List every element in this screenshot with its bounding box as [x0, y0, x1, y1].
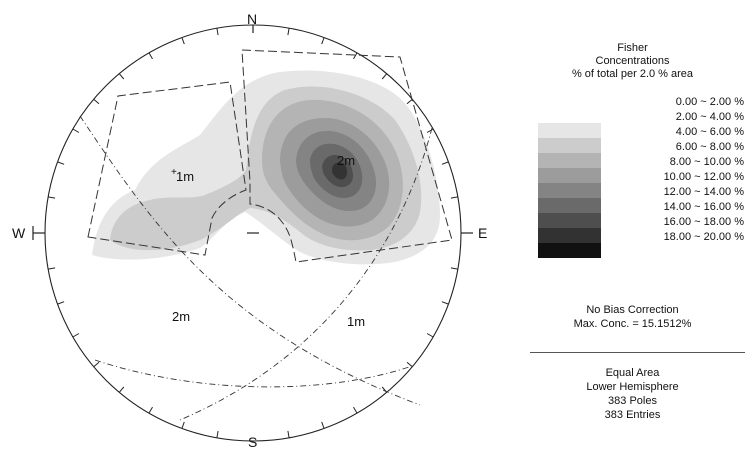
plane-1m-label: 1m — [347, 314, 365, 329]
great-circle-2m — [79, 115, 421, 406]
cluster-1m-marker: + — [171, 167, 177, 178]
legend-swatch-6 — [538, 198, 601, 213]
window-outlines — [87, 49, 453, 263]
legend-title-line-3: % of total per 2.0 % area — [571, 68, 694, 80]
legend-range-3: 6.00 ~ 8.00 % — [675, 141, 744, 153]
azimuth-tick-30 — [353, 52, 358, 60]
azimuth-tick-10 — [287, 28, 290, 36]
azimuth-tick-350 — [216, 28, 219, 36]
north-label: N — [247, 11, 257, 27]
east-label: E — [478, 225, 487, 241]
legend-divider — [530, 352, 745, 353]
azimuth-tick-210 — [148, 406, 153, 414]
legend-title-line-1: Fisher — [617, 42, 648, 54]
window-1m — [87, 81, 247, 256]
azimuth-tick-100 — [450, 267, 458, 270]
legend-title-line-2: Concentrations — [595, 55, 670, 67]
azimuth-tick-200 — [181, 421, 185, 429]
legend-swatch-1 — [538, 123, 601, 138]
azimuth-tick-290 — [57, 161, 65, 165]
legend-range-8: 16.00 ~ 18.00 % — [663, 216, 744, 228]
legend-range-5: 10.00 ~ 12.00 % — [663, 171, 744, 183]
azimuth-tick-40 — [381, 73, 388, 80]
max-concentration: Max. Conc. = 15.1512% — [573, 318, 692, 330]
azimuth-tick-80 — [450, 196, 458, 199]
south-label: S — [248, 434, 257, 449]
great-circle-lower — [94, 359, 416, 388]
legend-swatch-3 — [538, 153, 601, 168]
azimuth-tick-250 — [57, 301, 65, 305]
legend-range-9: 18.00 ~ 20.00 % — [663, 231, 744, 243]
contour-layer — [92, 70, 440, 265]
azimuth-tick-340 — [181, 37, 185, 45]
legend-swatch-2 — [538, 138, 601, 153]
projection-type: Equal Area — [605, 367, 660, 379]
legend-range-4: 8.00 ~ 10.00 % — [669, 156, 744, 168]
azimuth-tick-310 — [93, 98, 100, 105]
cluster-1m-label: 1m — [176, 169, 194, 184]
legend-title: Fisher Concentrations % of total per 2.0… — [520, 42, 745, 81]
azimuth-tick-20 — [321, 37, 325, 45]
legend-swatch-9 — [538, 243, 601, 258]
legend-range-1: 2.00 ~ 4.00 % — [675, 111, 744, 123]
legend-swatch-0 — [538, 108, 601, 123]
azimuth-tick-60 — [426, 128, 434, 133]
azimuth-tick-330 — [148, 52, 153, 60]
great-circle-1m — [179, 127, 433, 421]
contour-peak — [332, 162, 347, 180]
plane-2m-label: 2m — [172, 309, 190, 324]
legend-range-7: 14.00 ~ 16.00 % — [663, 201, 744, 213]
azimuth-tick-70 — [441, 161, 449, 165]
legend-range-6: 12.00 ~ 14.00 % — [663, 186, 744, 198]
west-label: W — [12, 225, 26, 241]
legend-swatch-4 — [538, 168, 601, 183]
bias-note: No Bias Correction — [586, 304, 679, 316]
azimuth-tick-50 — [406, 98, 413, 105]
legend-range-2: 4.00 ~ 6.00 % — [675, 126, 744, 138]
azimuth-tick-240 — [72, 333, 80, 338]
azimuth-tick-170 — [287, 430, 290, 438]
azimuth-tick-300 — [72, 128, 80, 133]
azimuth-tick-190 — [216, 430, 219, 438]
stereonet-plot: N S E W + 1m 2m 2m 1m — [12, 11, 487, 449]
azimuth-tick-260 — [48, 267, 56, 270]
hemisphere: Lower Hemisphere — [586, 381, 679, 393]
legend-swatch-7 — [538, 213, 601, 228]
azimuth-tick-230 — [93, 361, 100, 368]
legend-swatch-5 — [538, 183, 601, 198]
azimuth-tick-150 — [353, 406, 358, 414]
azimuth-tick-280 — [48, 196, 56, 199]
net-frame — [32, 24, 473, 442]
legend-panel: Fisher Concentrations % of total per 2.0… — [520, 0, 745, 449]
entry-count: 383 Entries — [604, 409, 661, 421]
azimuth-tick-120 — [426, 333, 434, 338]
azimuth-tick-160 — [321, 421, 325, 429]
window-2m — [241, 49, 453, 263]
azimuth-tick-320 — [118, 73, 125, 80]
azimuth-tick-110 — [441, 301, 449, 305]
legend-swatch-8 — [538, 228, 601, 243]
great-circles — [79, 115, 433, 421]
azimuth-ticks — [48, 28, 458, 438]
azimuth-tick-220 — [118, 386, 125, 393]
legend-range-0: 0.00 ~ 2.00 % — [675, 96, 744, 108]
cluster-2m-label: 2m — [337, 153, 355, 168]
pole-count: 383 Poles — [608, 395, 657, 407]
